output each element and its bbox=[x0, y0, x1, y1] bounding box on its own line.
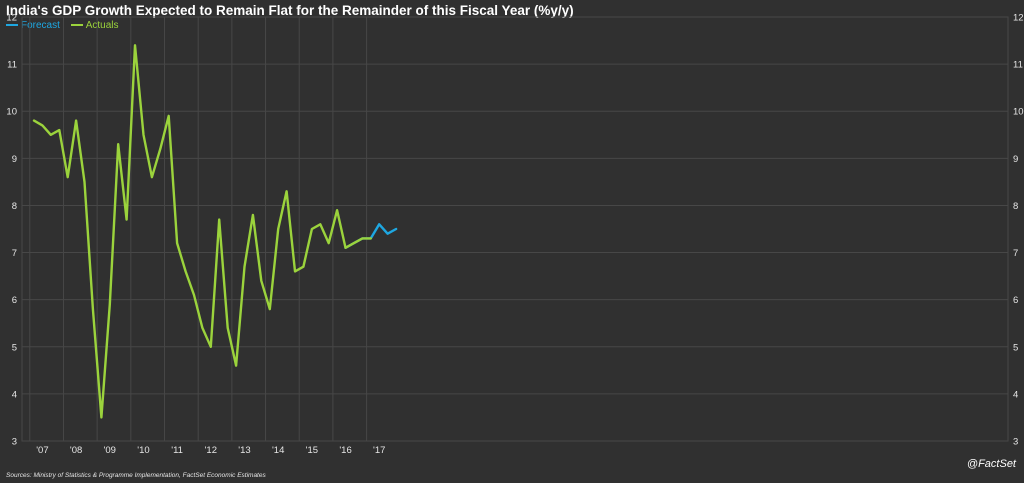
x-tick-label: '10 bbox=[137, 445, 149, 456]
y-tick-label-left: 3 bbox=[12, 437, 17, 448]
legend: Forecast Actuals bbox=[6, 18, 126, 31]
x-tick-label: '16 bbox=[339, 445, 351, 456]
y-tick-label-right: 11 bbox=[1013, 60, 1023, 71]
legend-item-actuals: Actuals bbox=[70, 19, 119, 31]
legend-swatch-actuals bbox=[70, 24, 83, 26]
y-tick-label-left: 8 bbox=[12, 201, 17, 212]
x-tick-label: '14 bbox=[272, 445, 284, 456]
x-tick-label: '08 bbox=[70, 445, 82, 456]
legend-swatch-forecast bbox=[6, 24, 18, 26]
x-tick-label: '11 bbox=[171, 445, 183, 456]
y-tick-label-left: 12 bbox=[6, 13, 17, 24]
y-tick-label-right: 6 bbox=[1013, 295, 1018, 306]
y-tick-label-right: 7 bbox=[1013, 248, 1018, 259]
brand-label: @FactSet bbox=[966, 458, 1016, 470]
y-tick-label-left: 10 bbox=[6, 107, 17, 118]
y-tick-label-right: 10 bbox=[1013, 107, 1024, 118]
legend-item-forecast: Forecast bbox=[6, 20, 60, 31]
y-tick-label-right: 9 bbox=[1013, 154, 1018, 165]
x-tick-label: '17 bbox=[373, 445, 385, 456]
y-tick-label-right: 3 bbox=[1013, 437, 1018, 448]
y-tick-label-left: 9 bbox=[12, 154, 17, 165]
y-tick-label-left: 11 bbox=[7, 60, 17, 71]
x-tick-label: '12 bbox=[205, 445, 217, 456]
legend-label-actuals: Actuals bbox=[85, 19, 119, 31]
y-tick-label-left: 5 bbox=[12, 342, 17, 353]
x-tick-label: '07 bbox=[36, 445, 48, 456]
series-line-actuals bbox=[32, 44, 372, 419]
y-tick-label-right: 8 bbox=[1013, 201, 1018, 212]
y-tick-label-left: 7 bbox=[12, 248, 17, 259]
chart-title: India's GDP Growth Expected to Remain Fl… bbox=[6, 3, 574, 18]
plot-frame bbox=[21, 16, 1009, 442]
y-tick-label-left: 4 bbox=[12, 389, 17, 400]
y-tick-label-right: 5 bbox=[1013, 342, 1018, 353]
y-tick-label-left: 6 bbox=[12, 295, 17, 306]
x-tick-label: '09 bbox=[104, 445, 116, 456]
x-tick-label: '13 bbox=[238, 445, 250, 456]
y-tick-label-right: 12 bbox=[1013, 13, 1024, 24]
legend-label-forecast: Forecast bbox=[21, 19, 60, 31]
y-tick-label-right: 4 bbox=[1013, 389, 1018, 400]
sources-note: Sources: Ministry of Statistics & Progra… bbox=[6, 472, 266, 479]
x-tick-label: '15 bbox=[306, 445, 318, 456]
